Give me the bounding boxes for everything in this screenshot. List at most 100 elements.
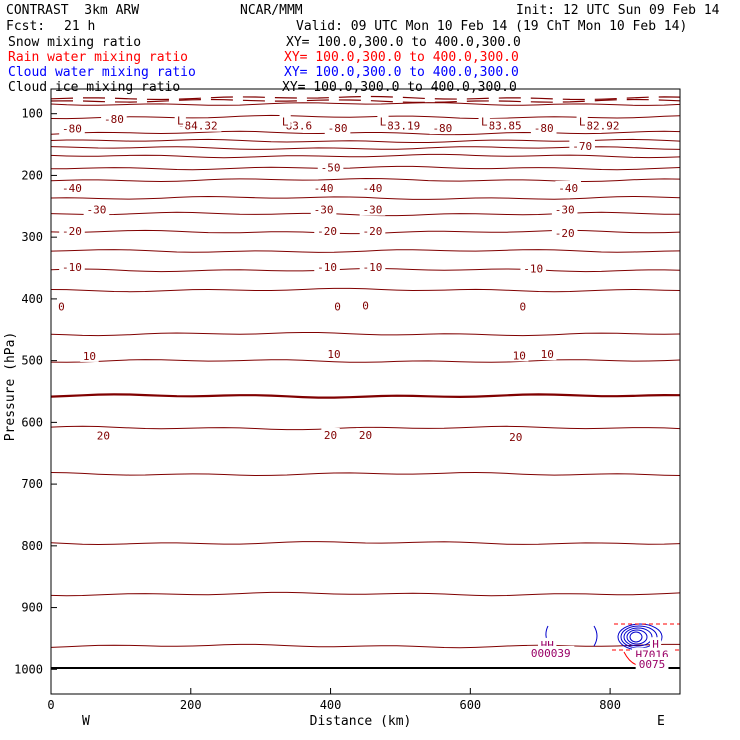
forecast-hour: 21 h — [64, 19, 96, 34]
isotherm-line — [50, 332, 681, 337]
isotherm-line — [50, 425, 681, 431]
isotherm-label: -10 — [523, 262, 543, 275]
legend-rain: Rain water mixing ratio — [8, 50, 189, 65]
isotherm-label: -50 — [321, 162, 341, 175]
isotherm-label-bg — [551, 202, 578, 216]
isotherm-label-bg — [538, 347, 557, 361]
isotherm-label-bg — [510, 348, 529, 362]
isotherm-label-bg — [317, 160, 344, 174]
isotherm-label-bg — [101, 111, 127, 125]
x-tick-label: 200 — [180, 698, 202, 712]
isotherm-label: -80 — [62, 123, 82, 136]
isotherm-label: 20 — [97, 430, 110, 443]
isotherm-label: -30 — [86, 204, 106, 217]
low-marker-bg — [377, 114, 389, 128]
extreme-value-label: 000039 — [531, 647, 571, 660]
x-tick-label: 800 — [599, 698, 621, 712]
isotherm-line — [50, 643, 680, 649]
isotherm-label-bg — [331, 299, 344, 313]
isotherm-label: -40 — [314, 182, 334, 195]
isotherm-label-bg — [551, 226, 578, 240]
isotherm-label: 10 — [513, 349, 526, 362]
isotherm-label: -20 — [317, 225, 337, 238]
cloud-water-contour — [629, 631, 643, 643]
isotherm-label: -20 — [555, 227, 575, 240]
isotherm-label-bg — [314, 260, 340, 274]
isotherm-label: 10 — [327, 348, 340, 361]
isotherm-line — [51, 165, 681, 171]
isotherm-label: -80 — [534, 122, 554, 135]
isotherm-label-bg — [576, 118, 624, 132]
high-marker: H — [652, 638, 659, 651]
y-tick-label: 600 — [21, 415, 43, 429]
isotherm-line — [50, 359, 681, 363]
isotherm-label-bg — [83, 202, 110, 216]
isotherm-label: -30 — [363, 204, 383, 217]
isotherm-line-dashed — [50, 98, 681, 103]
isotherm-label-bg — [59, 121, 85, 135]
isotherm-label-bg — [314, 224, 340, 238]
isotherm-label: 0 — [58, 301, 65, 314]
isotherm-line — [50, 195, 681, 200]
y-tick-label: 1000 — [14, 662, 43, 676]
valid-time: Valid: 09 UTC Mon 10 Feb 14 (19 ChT Mon … — [296, 19, 688, 34]
low-marker-bg — [478, 114, 490, 128]
isotherm-label: -40 — [62, 182, 82, 195]
isotherm-label: -20 — [363, 225, 383, 238]
isotherm-label: -30 — [555, 204, 575, 217]
isotherm-label: 0 — [519, 301, 526, 314]
isotherm-label-bg — [324, 347, 344, 361]
isotherm-label: -80 — [104, 113, 124, 126]
isotherm-label-bg — [359, 298, 372, 312]
legend-snow-xy: XY= 100.0,300.0 to 400.0,300.0 — [286, 35, 521, 50]
y-axis-label: Pressure (hPa) — [3, 332, 18, 442]
legend-cloud-water: Cloud water mixing ratio — [8, 65, 196, 80]
legend-cloud-water-xy: XY= 100.0,300.0 to 400.0,300.0 — [284, 65, 519, 80]
isotherm-label-bg — [59, 224, 85, 238]
east-end-label: E — [657, 714, 665, 729]
y-tick-label: 500 — [21, 354, 43, 368]
y-tick-label: 400 — [21, 292, 43, 306]
isotherm-line — [50, 541, 681, 546]
contour-labels: -80-80 -84.32 -83.6 -80 -83.19 -80 -83.85 -80 -8… — [55, 111, 673, 671]
low-marker: L — [380, 115, 387, 128]
init-time: Init: 12 UTC Sun 09 Feb 14 — [516, 3, 720, 18]
isotherm-label: -82.92 — [580, 120, 620, 133]
isotherm-line — [50, 153, 681, 159]
isotherm-label-bg — [94, 428, 113, 442]
isotherm-label: -84.32 — [178, 120, 218, 133]
isotherm-label: 20 — [324, 429, 337, 442]
isotherm-label-bg — [359, 202, 386, 216]
organization: NCAR/MMM — [240, 3, 303, 18]
forecast-label: Fcst: — [6, 19, 46, 34]
isotherm-label-bg — [174, 118, 222, 132]
isotherm-label-bg — [376, 118, 425, 132]
isotherm-label-bg — [59, 260, 85, 274]
low-marker-bg — [576, 114, 588, 128]
legend-rain-xy: XY= 100.0,300.0 to 400.0,300.0 — [284, 50, 519, 65]
isotherm-label-bg — [569, 139, 595, 153]
low-marker-bg — [279, 114, 291, 128]
isotherm-label-bg — [59, 181, 85, 195]
isotherm-label-bg — [356, 427, 375, 441]
isotherm-label: -70 — [572, 140, 592, 153]
west-end-label: W — [82, 714, 90, 729]
isotherm-line — [50, 249, 681, 253]
cloud-water-contour — [623, 627, 653, 647]
y-tick-label: 100 — [21, 107, 43, 121]
isotherm-line — [50, 102, 681, 106]
isotherm-label-bg — [80, 348, 99, 362]
cloud-water-contour — [626, 629, 648, 645]
isotherm-label-bg — [310, 202, 337, 216]
extreme-value-label: 0075 — [639, 658, 666, 671]
isotherm-label: -80 — [432, 122, 452, 135]
low-marker-bg — [174, 113, 186, 127]
isotherm-label-bg — [359, 181, 386, 195]
y-tick-label: 800 — [21, 539, 43, 553]
isotherm-label: 0 — [362, 299, 369, 312]
isotherm-label: -10 — [317, 261, 337, 274]
x-axis-label: Distance (km) — [310, 714, 412, 729]
isotherm-label: -40 — [558, 182, 578, 195]
isotherm-label-bg — [429, 121, 456, 135]
